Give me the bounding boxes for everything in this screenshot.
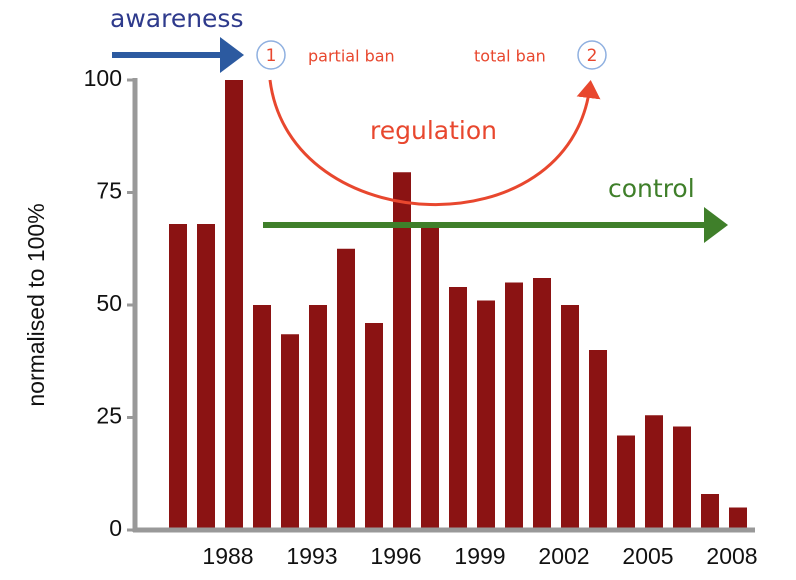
bar (225, 80, 243, 530)
control-label: control (608, 174, 695, 203)
bar (309, 305, 327, 530)
bar (393, 172, 411, 530)
bar (449, 287, 467, 530)
plot-area: 0 25 50 75 100 1988 1993 1996 1999 2002 2005 2008 (84, 65, 758, 569)
bar (645, 415, 663, 530)
bar (533, 278, 551, 530)
y-tick-label: 50 (96, 290, 122, 316)
x-tick-label: 1996 (370, 543, 421, 569)
y-tick-label: 25 (96, 403, 122, 429)
bar (421, 224, 439, 530)
bar (505, 282, 523, 530)
bar (253, 305, 271, 530)
x-tick-label: 2008 (706, 543, 757, 569)
x-tick-label: 1988 (202, 543, 253, 569)
x-tick-label: 2005 (622, 543, 673, 569)
x-tick-label: 1993 (286, 543, 337, 569)
bar (673, 426, 691, 530)
bar (561, 305, 579, 530)
bar (365, 323, 383, 530)
y-axis-label: normalised to 100% (23, 203, 49, 406)
partial-ban-label: partial ban (308, 47, 395, 66)
step-circle (577, 40, 607, 70)
step-circle (256, 40, 286, 70)
total-ban-label: total ban (474, 47, 546, 66)
regulation-label: regulation (370, 116, 497, 145)
bar (589, 350, 607, 530)
bar (617, 435, 635, 530)
bar (169, 224, 187, 530)
bar (477, 300, 495, 530)
y-tick-label: 0 (109, 515, 122, 541)
regulation-arrow (268, 79, 601, 207)
y-tick-label: 75 (96, 178, 122, 204)
bar (197, 224, 215, 530)
step-number: 1 (266, 46, 277, 66)
bar (729, 507, 747, 530)
x-tick-label: 1999 (454, 543, 505, 569)
x-tick-label: 2002 (538, 543, 589, 569)
y-tick-label: 100 (84, 65, 122, 91)
bar (701, 494, 719, 530)
bar (337, 248, 355, 530)
awareness-label: awareness (110, 4, 243, 33)
step-number: 2 (587, 46, 598, 66)
bar (281, 334, 299, 530)
